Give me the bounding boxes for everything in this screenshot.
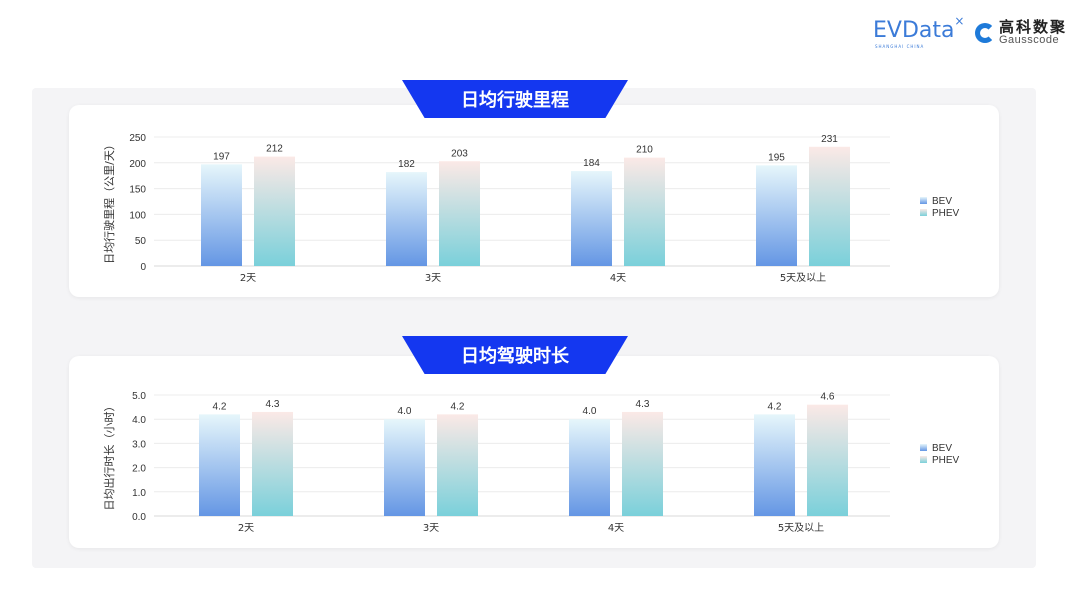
data-label: 4.0 [583, 406, 597, 417]
x-tick-label: 2天 [240, 273, 256, 284]
bar-phev [622, 411, 663, 516]
bar-phev [437, 414, 478, 516]
y-tick-label: 200 [129, 159, 146, 170]
gausscode-mark-icon [975, 23, 995, 43]
chart-title-duration: 日均驾驶时长 [402, 336, 628, 374]
data-label: 4.3 [636, 399, 650, 410]
bar-bev [569, 419, 610, 516]
y-tick-label: 2.0 [132, 464, 146, 475]
data-label: 4.2 [768, 401, 782, 412]
x-tick-label: 5天及以上 [780, 272, 826, 284]
bar-phev [807, 404, 848, 516]
data-label: 4.3 [266, 399, 280, 410]
y-tick-label: 100 [129, 210, 146, 221]
data-label: 203 [451, 148, 468, 159]
bar-phev [439, 161, 480, 266]
data-label: 4.6 [821, 392, 835, 403]
bar-phev [809, 146, 850, 266]
y-axis-title: 日均出行时长（小时） [102, 401, 116, 511]
legend-swatch-bev [920, 197, 927, 204]
legend-label-phev: PHEV [932, 208, 960, 219]
y-axis-title: 日均行驶里程（公里/天） [102, 139, 116, 264]
bar-bev [756, 165, 797, 266]
y-tick-label: 0.0 [132, 512, 146, 523]
y-tick-label: 250 [129, 133, 146, 144]
bar-phev [252, 411, 293, 516]
bar-bev [386, 172, 427, 266]
bar-phev [254, 156, 295, 266]
y-tick-label: 4.0 [132, 415, 146, 426]
data-label: 4.0 [398, 406, 412, 417]
bar-phev [624, 157, 665, 266]
legend-swatch-phev [920, 209, 927, 216]
evdata-logo: EVData × SHANGHAI CHINA [873, 14, 965, 49]
x-tick-label: 2天 [238, 523, 254, 534]
y-tick-label: 0 [140, 262, 146, 273]
x-tick-label: 3天 [425, 273, 441, 284]
data-label: 195 [768, 152, 785, 163]
legend-swatch-bev [920, 444, 927, 451]
bar-bev [384, 419, 425, 516]
x-tick-label: 4天 [608, 523, 624, 534]
data-label: 4.2 [213, 401, 227, 412]
y-tick-label: 50 [135, 236, 147, 247]
data-label: 197 [213, 151, 230, 162]
data-label: 210 [636, 145, 653, 156]
x-tick-label: 5天及以上 [778, 522, 824, 534]
legend-label-phev: PHEV [932, 455, 960, 466]
legend-label-bev: BEV [932, 443, 952, 454]
x-tick-label: 3天 [423, 523, 439, 534]
data-label: 184 [583, 158, 600, 169]
gausscode-logo: 高科数聚 Gausscode [975, 20, 1067, 46]
legend-swatch-phev [920, 456, 927, 463]
x-tick-label: 4天 [610, 273, 626, 284]
bar-bev [571, 171, 612, 266]
data-label: 212 [266, 144, 283, 155]
bar-bev [754, 414, 795, 516]
y-tick-label: 5.0 [132, 391, 146, 402]
chart-title-mileage: 日均行驶里程 [402, 80, 628, 118]
data-label: 231 [821, 134, 838, 145]
legend-label-bev: BEV [932, 196, 952, 207]
data-label: 4.2 [451, 401, 465, 412]
y-tick-label: 150 [129, 185, 146, 196]
y-tick-label: 1.0 [132, 488, 146, 499]
bar-bev [201, 164, 242, 266]
bar-bev [199, 414, 240, 516]
y-tick-label: 3.0 [132, 439, 146, 450]
data-label: 182 [398, 159, 415, 170]
